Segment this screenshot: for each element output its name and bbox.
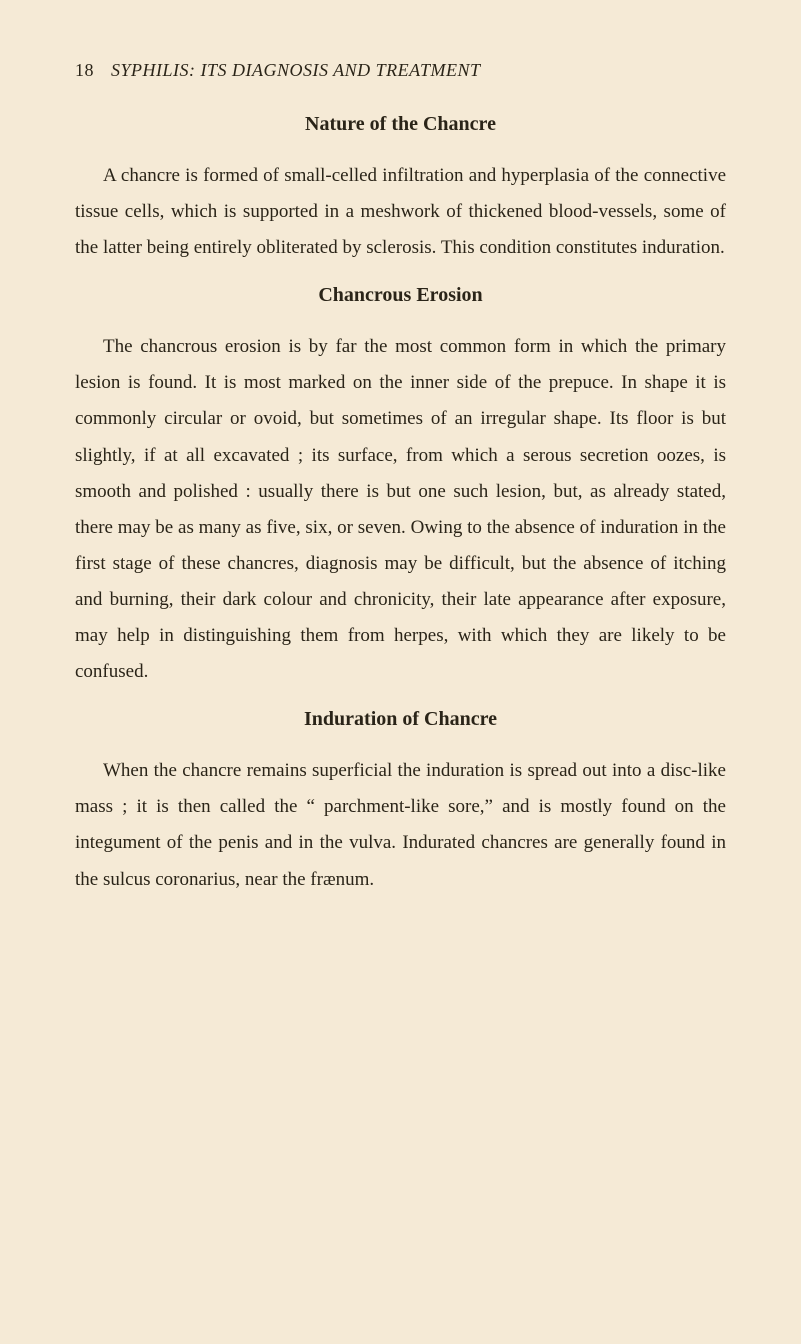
section-heading-induration: Induration of Chancre <box>75 708 726 731</box>
running-header-text: SYPHILIS: ITS DIAGNOSIS AND TREATMENT <box>111 60 481 80</box>
section-heading-erosion: Chancrous Erosion <box>75 284 726 307</box>
paragraph-induration: When the chancre remains superficial the… <box>75 753 726 897</box>
paragraph-nature: A chancre is formed of small-celled infi… <box>75 158 726 266</box>
page-header: 18 SYPHILIS: ITS DIAGNOSIS AND TREATMENT <box>75 60 726 81</box>
section-heading-nature: Nature of the Chancre <box>75 113 726 136</box>
paragraph-erosion: The chancrous erosion is by far the most… <box>75 329 726 690</box>
page-number: 18 <box>75 60 94 80</box>
